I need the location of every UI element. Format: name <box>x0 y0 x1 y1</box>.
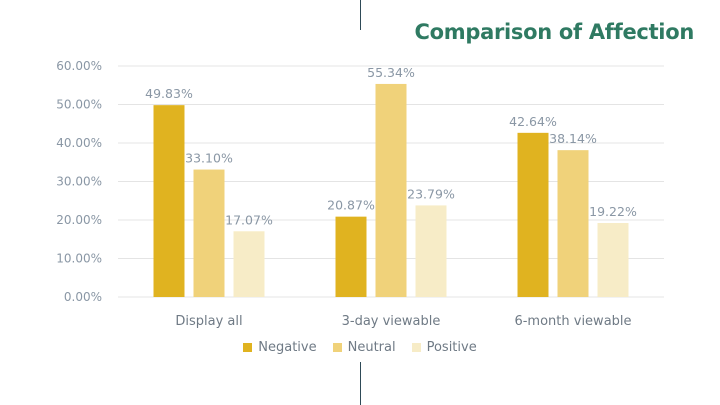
y-tick-label: 60.00% <box>56 59 102 73</box>
chart-legend: Negative Neutral Positive <box>0 340 720 355</box>
y-tick-label: 50.00% <box>56 98 102 112</box>
data-label: 49.83% <box>145 86 193 101</box>
top-divider-line <box>360 0 361 30</box>
y-tick-label: 40.00% <box>56 136 102 150</box>
legend-swatch <box>243 343 253 352</box>
legend-swatch <box>332 343 342 352</box>
legend-item-negative: Negative <box>243 340 317 355</box>
data-label: 33.10% <box>185 151 233 166</box>
y-tick-label: 10.00% <box>56 252 102 266</box>
bar-positive <box>415 205 447 297</box>
page-title: Comparison of Affection <box>414 20 695 44</box>
data-label: 55.34% <box>367 65 415 80</box>
y-tick-label: 20.00% <box>56 213 102 227</box>
bar-negative <box>335 216 367 297</box>
legend-swatch <box>411 343 421 352</box>
bar-neutral <box>557 150 589 297</box>
bar-neutral <box>375 83 407 297</box>
category-label: 3-day viewable <box>342 314 441 329</box>
data-label: 20.87% <box>327 198 375 213</box>
bar-positive <box>233 231 265 297</box>
bottom-divider-line <box>360 362 361 405</box>
bar-negative <box>517 132 549 297</box>
legend-label: Positive <box>426 340 477 355</box>
data-label: 38.14% <box>549 131 597 146</box>
data-label: 17.07% <box>225 212 273 227</box>
bar-negative <box>153 105 185 297</box>
legend-item-neutral: Neutral <box>332 340 396 355</box>
category-label: 6-month viewable <box>514 314 631 329</box>
legend-item-positive: Positive <box>411 340 477 355</box>
data-label: 19.22% <box>589 204 637 219</box>
bar-positive <box>597 223 629 297</box>
legend-label: Negative <box>258 340 317 355</box>
data-label: 42.64% <box>509 114 557 129</box>
y-tick-label: 30.00% <box>56 175 102 189</box>
data-label: 23.79% <box>407 186 455 201</box>
category-label: Display all <box>175 314 242 329</box>
bar-neutral <box>193 169 225 297</box>
legend-label: Neutral <box>347 340 396 355</box>
y-tick-label: 0.00% <box>64 290 102 304</box>
